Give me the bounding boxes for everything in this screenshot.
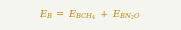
Text: $E_{B}\;=\;E_{BCH_{4}}\;+\;E_{BN_{2}O}$: $E_{B}\;=\;E_{BCH_{4}}\;+\;E_{BN_{2}O}$ <box>39 8 142 22</box>
